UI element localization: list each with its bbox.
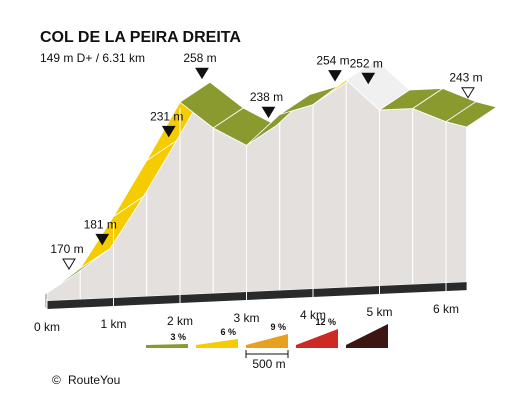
elevation-marker	[161, 125, 176, 138]
profile-wall-segment	[445, 121, 468, 284]
legend-label: 12 %	[315, 317, 336, 327]
elevation-label: 243 m	[449, 71, 482, 85]
elevation-marker	[95, 233, 110, 246]
elevation-marker	[328, 70, 342, 82]
distance-tick-label: 6 km	[433, 302, 459, 316]
routeyou-brand: RouteYou	[68, 373, 120, 387]
profile-wall-segment	[412, 107, 447, 286]
legend-label: 3 %	[170, 332, 186, 342]
elevation-markers	[62, 67, 475, 270]
profile-wall-segment	[279, 103, 314, 292]
chart-title: COL DE LA PEIRA DREITA	[40, 29, 241, 46]
legend-swatch	[196, 339, 238, 348]
profile-wall-segment	[345, 78, 380, 289]
profile-surface	[46, 59, 498, 294]
profile-walls	[46, 78, 468, 302]
profile-base-strip	[47, 282, 467, 309]
elevation-label: 238 m	[250, 90, 283, 104]
elevation-marker	[361, 72, 376, 85]
elevation-marker	[62, 258, 76, 270]
elevation-label: 254 m	[316, 54, 349, 68]
distance-tick-label: 5 km	[366, 305, 392, 319]
distance-tick-label: 3 km	[233, 311, 259, 325]
elevation-marker	[261, 106, 276, 119]
elevation-label: 231 m	[150, 109, 183, 123]
legend-swatch	[346, 324, 388, 348]
footer: © RouteYou	[52, 373, 120, 387]
elevation-label: 181 m	[84, 217, 117, 231]
legend-label: 6 %	[220, 327, 236, 337]
legend-swatch	[296, 329, 338, 348]
chart-subtitle: 149 m D+ / 6.31 km	[40, 51, 145, 65]
legend-swatch	[246, 334, 288, 348]
legend-label: 9 %	[270, 322, 286, 332]
elevation-label: 258 m	[183, 51, 216, 65]
distance-tick-label: 4 km	[300, 308, 326, 322]
elevation-label: 170 m	[50, 242, 83, 256]
profile-surface-segment	[445, 101, 498, 128]
profile-wall-segment	[312, 79, 347, 290]
distance-ticks: 0 km 1 km 2 km 3 km 4 km 5 km 6 km	[34, 108, 459, 334]
profile-wall-segment	[379, 107, 414, 287]
profile-wall-segment	[212, 127, 247, 295]
elevation-marker	[461, 87, 475, 99]
profile-wall-segment	[179, 101, 214, 296]
elevation-label: 252 m	[350, 56, 383, 70]
copyright-symbol: ©	[52, 373, 61, 387]
elevation-marker	[195, 67, 209, 80]
distance-tick-label: 2 km	[167, 314, 193, 328]
distance-tick-label: 0 km	[34, 320, 60, 334]
scale-label: 500 m	[252, 357, 285, 371]
distance-tick-label: 1 km	[100, 317, 126, 331]
legend-swatch	[146, 344, 188, 348]
grade-legend: 3 % 6 % 9 % 12 % 500 m	[146, 317, 388, 371]
